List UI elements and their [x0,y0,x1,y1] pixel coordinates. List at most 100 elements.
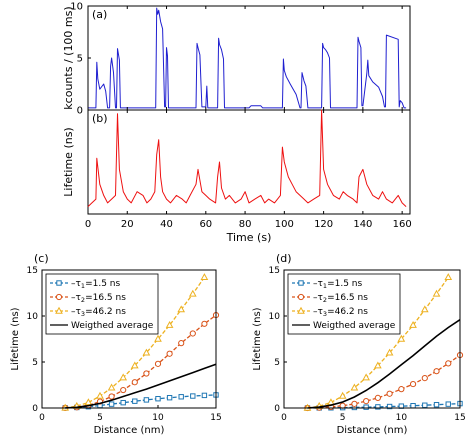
panel-label: (a) [92,8,107,21]
y-tick-label: 10 [70,2,83,13]
data-point-triangle [119,373,128,381]
y-tick-label: 0 [274,404,280,414]
trace-line [87,109,407,207]
data-point-circle [201,320,208,327]
data-point-triangle [165,320,174,328]
data-point-circle [143,370,150,377]
data-point-square [375,404,381,410]
legend-label: Weigthed average [313,321,396,331]
data-point-triangle [154,334,162,342]
x-axis-label: Distance (nm) [337,425,408,436]
data-point-square [155,396,161,402]
data-point-square [108,401,115,407]
data-point-triangle [385,348,394,356]
x-tick-label: 20 [121,219,134,230]
legend-marker [298,280,304,286]
data-point-circle [421,375,428,382]
axes-frame [41,269,217,409]
x-tick-label: 140 [353,219,372,230]
x-tick-label: 10 [152,413,164,423]
legend-marker [297,306,305,314]
data-point-triangle [188,289,197,297]
legend-marker [55,306,63,314]
data-point-square [386,403,393,410]
y-tick-label: 5 [274,358,280,368]
data-point-triangle [444,273,453,281]
data-point-square [120,399,126,406]
x-tick-label: 120 [314,219,333,230]
legend-label: Weigthed average [71,321,154,331]
data-point-circle [363,398,370,405]
y-tick-label: 5 [32,358,38,368]
legend-label: –τ2=16.5 ns [71,293,126,304]
data-point-square [201,392,208,399]
data-point-circle [433,368,440,375]
legend-marker [55,293,63,301]
data-point-circle [351,400,358,407]
y-tick-label: 10 [269,312,281,322]
data-point-circle [409,380,417,388]
data-point-triangle [409,320,417,328]
data-point-triangle [200,273,209,281]
data-point-circle [166,350,173,357]
panel-d: 0 5 10 15 0 5 10 15 –τ1=1.5 ns –τ2=16.5 ns –τ3=46.… [252,252,466,436]
series-4 [65,363,217,409]
series-line [307,319,461,409]
data-point-circle [120,386,127,394]
data-point-triangle [420,305,429,313]
panel-label: (c) [34,252,49,265]
data-point-circle [398,386,405,393]
y-tick-label: 15 [269,266,280,276]
x-tick-label: 0 [281,413,287,423]
data-point-square [363,404,369,410]
data-point-triangle [350,383,359,391]
data-point-circle [189,330,196,337]
x-tick-label: 15 [454,413,465,423]
data-point-square [178,394,184,400]
x-axis-label: Time (s) [226,231,272,244]
series-4 [307,319,461,409]
y-axis-label: kcounts / (100 ms) [62,6,75,109]
data-point-square [132,398,138,404]
x-tick-label: 0 [39,413,45,423]
series-line [65,363,217,409]
axes-frame [87,109,411,215]
x-tick-label: 80 [239,219,252,230]
y-tick-label: 0 [32,404,38,414]
axes-frame [283,269,461,409]
x-tick-label: 5 [340,413,346,423]
y-axis-label: Lifetime (ns) [252,307,263,370]
x-tick-label: 100 [275,219,294,230]
legend-label: –τ1=1.5 ns [313,279,362,290]
data-point-triangle [432,289,441,297]
data-point-square [433,401,440,408]
data-point-triangle [374,361,382,369]
data-point-triangle [130,361,139,369]
data-point-square [445,401,451,407]
data-point-square [166,394,173,401]
x-tick-label: 10 [396,413,408,423]
data-point-square [410,403,416,409]
legend-box [45,273,159,335]
data-point-square [422,402,428,408]
x-tick-label: 160 [393,219,412,230]
panel-c: 0 5 10 15 0 5 10 15 –τ1=1.5 ns –τ2=16.5 ns –τ3=46.… [10,252,222,436]
y-tick-label: 5 [77,54,83,65]
data-point-triangle [177,305,186,313]
data-point-triangle [338,391,347,399]
panel-a: 0 5 10 (a) kcounts / (100 ms) [62,2,411,117]
panel-label: (b) [92,112,108,125]
legend-label: –τ2=16.5 ns [313,293,368,304]
data-point-circle [445,360,452,367]
x-tick-label: 5 [97,413,103,423]
data-point-circle [154,360,162,367]
data-point-triangle [397,334,406,342]
legend-label: –τ3=46.2 ns [313,307,368,318]
legend-label: –τ3=46.2 ns [71,307,126,318]
x-tick-label: 15 [210,413,221,423]
x-tick-label: 60 [199,219,212,230]
data-point-circle [108,393,115,400]
data-point-triangle [84,398,93,406]
data-point-square [143,397,150,403]
